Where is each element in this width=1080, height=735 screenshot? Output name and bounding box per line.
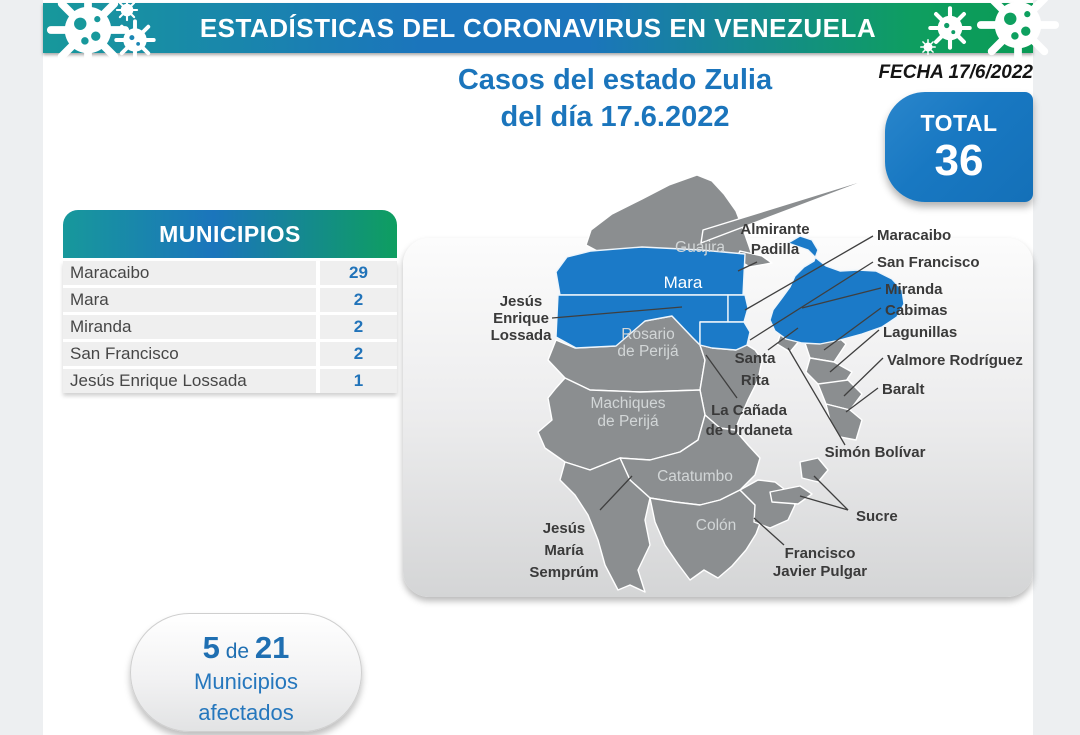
map-label-rosario-2: de Perijá bbox=[617, 343, 679, 360]
label-santa-rita-1: Santa bbox=[735, 350, 777, 367]
label-jesus-enrique-lossada-1: Jesús bbox=[500, 293, 543, 310]
map-label-rosario-1: Rosario bbox=[621, 326, 674, 343]
summary-line2: Municipios bbox=[194, 669, 298, 694]
label-santa-rita-2: Rita bbox=[741, 372, 770, 389]
leader-line-simon-bolivar bbox=[787, 347, 846, 446]
virus-icon bbox=[114, 19, 156, 61]
virus-icon bbox=[981, 0, 1055, 62]
label-baralt: Baralt bbox=[882, 381, 925, 398]
summary-pill: 5 de 21 Municipios afectados bbox=[130, 613, 362, 732]
region-mara bbox=[555, 246, 746, 296]
label-cabimas: Cabimas bbox=[885, 302, 948, 319]
region-colon bbox=[649, 489, 763, 581]
total-box: TOTAL 36 bbox=[885, 92, 1033, 202]
label-jesus-maria-semprum-3: Semprúm bbox=[529, 564, 598, 581]
leader-line-la-canada bbox=[705, 354, 738, 399]
label-miranda: Miranda bbox=[885, 281, 943, 298]
map-label-catatumbo: Catatumbo bbox=[657, 468, 733, 485]
page-title-line1: Casos del estado Zulia bbox=[457, 64, 773, 96]
municipality-name: Maracaibo bbox=[63, 261, 316, 285]
summary-count-line: 5 de 21 bbox=[131, 630, 361, 666]
total-municipalities: 21 bbox=[254, 630, 290, 665]
label-jesus-maria-semprum-1: Jesús bbox=[543, 520, 586, 537]
leader-line-almirante-padilla bbox=[737, 261, 758, 272]
affected-count: 5 bbox=[202, 630, 220, 665]
region-maracaibo bbox=[727, 294, 749, 323]
table-row: Miranda 2 bbox=[63, 315, 397, 339]
municipality-name: Mara bbox=[63, 288, 316, 312]
infographic-slide: ESTADÍSTICAS DEL CORONAVIRUS EN VENEZUEL… bbox=[43, 0, 1033, 735]
municipality-cases: 2 bbox=[320, 315, 397, 339]
municipality-name: Miranda bbox=[63, 315, 316, 339]
municipality-cases: 2 bbox=[320, 342, 397, 366]
label-jesus-maria-semprum-2: María bbox=[544, 542, 584, 559]
leader-line-miranda bbox=[801, 287, 882, 309]
map-label-machiques-2: de Perijá bbox=[597, 413, 659, 430]
summary-connector: de bbox=[225, 640, 250, 663]
page-title: Casos del estado Zulia del día 17.6.2022 bbox=[415, 62, 815, 136]
summary-line3: afectados bbox=[198, 700, 294, 725]
label-valmore-rodriguez: Valmore Rodríguez bbox=[887, 352, 1023, 369]
virus-icon bbox=[930, 8, 969, 47]
table-row: San Francisco 2 bbox=[63, 342, 397, 366]
label-sucre: Sucre bbox=[856, 508, 898, 525]
leader-line-sucre-2 bbox=[799, 495, 849, 511]
date-label: FECHA 17/6/2022 bbox=[878, 62, 1033, 83]
banner-virus-decorations bbox=[43, 0, 1033, 53]
label-la-canada-2: de Urdaneta bbox=[706, 422, 793, 439]
leader-line-cabimas bbox=[823, 307, 882, 351]
region-sucre-island-1 bbox=[799, 457, 829, 483]
region-valmore-rodriguez bbox=[817, 379, 863, 411]
label-la-canada-1: La Cañada bbox=[711, 402, 788, 419]
total-label: TOTAL bbox=[920, 110, 998, 136]
municipality-cases: 1 bbox=[320, 369, 397, 393]
top-banner: ESTADÍSTICAS DEL CORONAVIRUS EN VENEZUEL… bbox=[43, 0, 1033, 53]
leader-line-francisco-javier-pulgar bbox=[753, 517, 785, 546]
map-label-guajira: Guajira bbox=[675, 239, 725, 256]
label-lagunillas: Lagunillas bbox=[883, 324, 957, 341]
municipios-table: MUNICIPIOS Maracaibo 29 Mara 2 Miranda 2… bbox=[63, 210, 397, 396]
leader-line-san-francisco bbox=[749, 261, 874, 341]
label-almirante-padilla-1: Almirante bbox=[740, 221, 809, 238]
leader-line-sucre-1 bbox=[813, 475, 849, 511]
label-almirante-padilla-2: Padilla bbox=[751, 241, 800, 258]
leader-line-maracaibo bbox=[744, 235, 874, 311]
label-san-francisco: San Francisco bbox=[877, 254, 980, 271]
municipios-table-header: MUNICIPIOS bbox=[63, 210, 397, 258]
virus-icon bbox=[51, 0, 125, 67]
leader-line-valmore-rodriguez bbox=[843, 357, 884, 397]
label-maracaibo: Maracaibo bbox=[877, 227, 951, 244]
leader-line-lagunillas bbox=[829, 329, 880, 373]
page-title-line2: del día 17.6.2022 bbox=[500, 101, 730, 133]
leader-line-jesus-enrique-lossada bbox=[551, 306, 683, 319]
municipality-name: San Francisco bbox=[63, 342, 316, 366]
total-value: 36 bbox=[934, 136, 984, 185]
label-francisco-javier-pulgar-1: Francisco bbox=[785, 545, 856, 562]
region-san-francisco bbox=[699, 321, 751, 351]
region-miranda bbox=[769, 235, 905, 345]
banner-title: ESTADÍSTICAS DEL CORONAVIRUS EN VENEZUEL… bbox=[199, 13, 877, 43]
municipality-name: Jesús Enrique Lossada bbox=[63, 369, 316, 393]
map-label-mara: Mara bbox=[664, 273, 703, 292]
municipality-cases: 2 bbox=[320, 288, 397, 312]
map-label-colon: Colón bbox=[696, 517, 737, 534]
leader-line-jesus-maria-semprum bbox=[599, 475, 633, 511]
table-row: Maracaibo 29 bbox=[63, 261, 397, 285]
municipality-cases: 29 bbox=[320, 261, 397, 285]
leader-line-baralt bbox=[845, 387, 879, 413]
region-jesus-maria-semprum bbox=[559, 457, 651, 593]
region-sucre-island-2 bbox=[769, 485, 813, 505]
label-simon-bolivar: Simón Bolívar bbox=[825, 444, 926, 461]
label-jesus-enrique-lossada-2: Enrique bbox=[493, 310, 549, 327]
leader-line-santa-rita bbox=[767, 327, 799, 351]
map-label-machiques-1: Machiques bbox=[591, 395, 666, 412]
zulia-map: Guajira Mara Rosario de Perijá Machiques… bbox=[491, 174, 1023, 593]
label-jesus-enrique-lossada-3: Lossada bbox=[491, 327, 553, 344]
region-guajira-spike bbox=[700, 175, 879, 244]
table-row: Mara 2 bbox=[63, 288, 397, 312]
table-row: Jesús Enrique Lossada 1 bbox=[63, 369, 397, 393]
label-francisco-javier-pulgar-2: Javier Pulgar bbox=[773, 563, 867, 580]
